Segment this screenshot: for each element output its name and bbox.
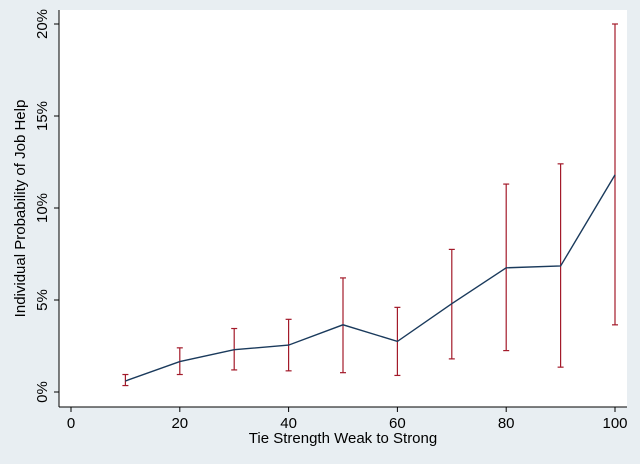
x-tick-label: 100	[602, 415, 627, 432]
y-tick-label: 0%	[34, 381, 51, 403]
x-tick-label: 60	[389, 415, 406, 432]
error-bar	[122, 373, 129, 387]
x-tick-label: 20	[171, 415, 188, 432]
x-axis-title: Tie Strength Weak to Strong	[249, 430, 437, 447]
x-tick-label: 80	[498, 415, 515, 432]
x-tick-label: 40	[280, 415, 297, 432]
y-ticks: 0% 5% 10% 15% 20%	[34, 9, 59, 403]
y-tick-label: 20%	[34, 9, 51, 39]
x-tick-label: 0	[67, 415, 75, 432]
y-tick-label: 15%	[34, 101, 51, 131]
x-ticks: 0 20 40 60 80 100	[67, 407, 628, 432]
y-tick-label: 5%	[34, 289, 51, 311]
y-axis-title: Individual Probability of Job Help	[12, 100, 29, 318]
series-line	[125, 174, 616, 382]
y-tick-label: 10%	[34, 193, 51, 223]
error-bar	[612, 23, 618, 326]
